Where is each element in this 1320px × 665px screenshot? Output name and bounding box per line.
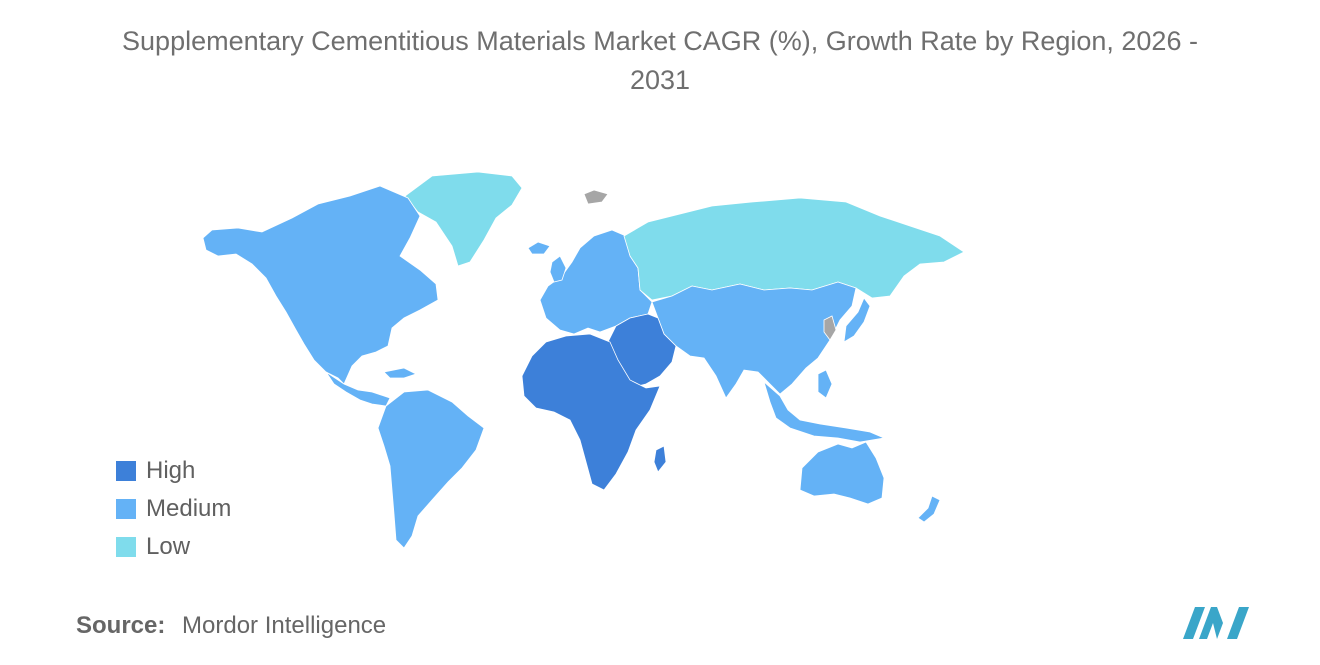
region-africa <box>521 333 661 491</box>
region-iceland <box>527 241 551 255</box>
region-australia <box>799 441 885 505</box>
region-korea <box>823 315 837 341</box>
source-note: Source: Mordor Intelligence <box>76 612 386 640</box>
source-label: Source: <box>76 612 166 639</box>
logo-shape-mid <box>1199 607 1223 639</box>
mordor-intelligence-logo <box>1183 607 1249 639</box>
region-new-zealand <box>917 495 941 523</box>
legend-label-high: High <box>146 457 196 484</box>
legend-item-low: Low <box>116 528 231 566</box>
legend-label-medium: Medium <box>146 495 232 522</box>
legend-swatch-high <box>116 461 136 481</box>
legend: High Medium Low <box>116 452 231 566</box>
chart-title: Supplementary Cementitious Materials Mar… <box>0 22 1320 100</box>
region-svalbard <box>583 189 609 205</box>
title-line-2: 2031 <box>629 65 691 95</box>
legend-item-high: High <box>116 452 231 490</box>
region-caribbean <box>383 367 418 379</box>
region-south-america <box>377 389 485 549</box>
region-north-america <box>202 185 439 385</box>
legend-item-medium: Medium <box>116 490 231 528</box>
legend-swatch-low <box>116 537 136 557</box>
legend-label-low: Low <box>146 533 191 560</box>
region-russia <box>623 197 965 301</box>
title-line-1: Supplementary Cementitious Materials Mar… <box>122 26 1198 56</box>
region-japan <box>843 297 871 343</box>
region-greenland <box>404 171 523 267</box>
region-philippines <box>817 369 833 399</box>
region-uk <box>549 255 567 283</box>
legend-swatch-medium <box>116 499 136 519</box>
logo-shape-right <box>1227 607 1249 639</box>
region-madagascar <box>653 445 667 473</box>
source-value: Mordor Intelligence <box>182 612 387 639</box>
region-asia <box>651 281 857 399</box>
region-southeast-asia <box>763 380 886 443</box>
logo-shape-left <box>1183 607 1205 639</box>
